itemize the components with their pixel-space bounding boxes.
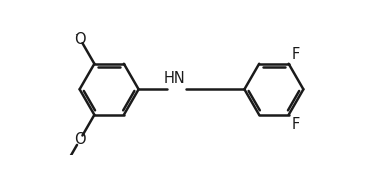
Text: O: O: [74, 132, 86, 147]
Text: O: O: [74, 32, 86, 47]
Text: F: F: [292, 117, 300, 132]
Text: F: F: [292, 47, 300, 62]
Text: HN: HN: [164, 71, 185, 86]
